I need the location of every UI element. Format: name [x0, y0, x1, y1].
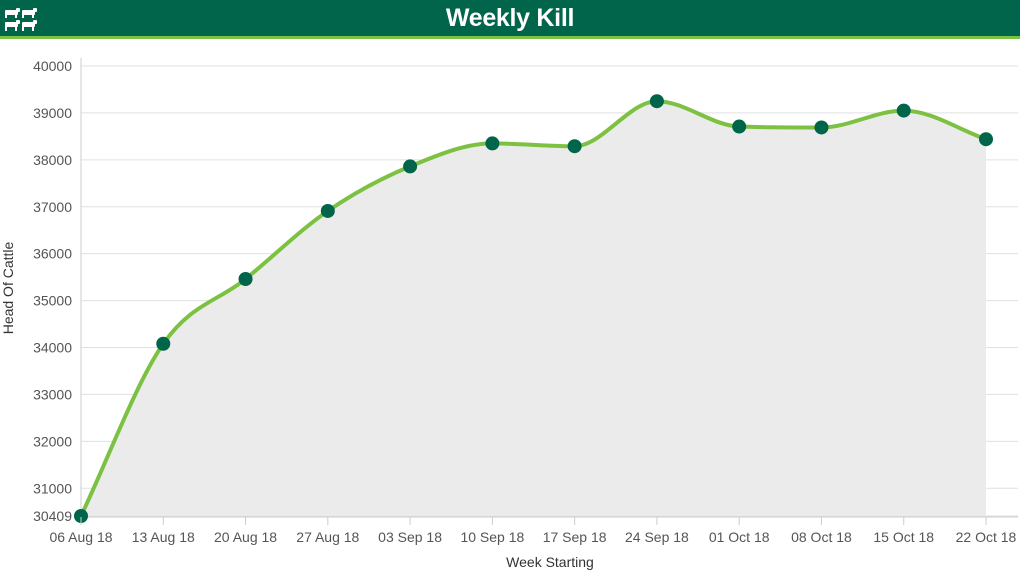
data-point-20-aug-18[interactable] — [238, 272, 253, 287]
x-tick-label: 17 Sep 18 — [543, 529, 607, 545]
y-tick-label: 30409 — [33, 508, 72, 524]
y-tick-label: 38000 — [33, 152, 72, 168]
x-tick-label: 01 Oct 18 — [709, 529, 770, 545]
data-point-27-aug-18[interactable] — [320, 203, 335, 218]
page-header: Weekly Kill — [0, 0, 1020, 39]
x-axis-title: Week Starting — [506, 554, 594, 570]
y-tick-label: 32000 — [33, 433, 72, 449]
y-tick-label: 35000 — [33, 293, 72, 309]
data-point-01-oct-18[interactable] — [732, 119, 747, 134]
data-point-17-sep-18[interactable] — [567, 139, 582, 154]
page-title: Weekly Kill — [445, 4, 575, 32]
data-point-03-sep-18[interactable] — [403, 159, 418, 174]
cattle-herd-icon — [5, 8, 37, 31]
data-point-24-sep-18[interactable] — [649, 94, 664, 109]
y-tick-label: 40000 — [33, 58, 72, 74]
x-tick-label: 08 Oct 18 — [791, 529, 852, 545]
data-point-10-sep-18[interactable] — [485, 136, 500, 151]
data-point-22-oct-18[interactable] — [979, 132, 993, 147]
x-tick-label: 24 Sep 18 — [625, 529, 689, 545]
x-tick-label: 15 Oct 18 — [873, 529, 934, 545]
x-tick-label: 10 Sep 18 — [460, 529, 524, 545]
x-tick-label: 20 Aug 18 — [214, 529, 277, 545]
data-point-15-oct-18[interactable] — [896, 103, 911, 118]
axes — [80, 58, 1018, 518]
y-tick-label: 36000 — [33, 246, 72, 262]
y-tick-label: 34000 — [33, 340, 72, 356]
data-point-13-aug-18[interactable] — [156, 336, 171, 351]
area-fill — [81, 101, 986, 516]
y-tick-label: 33000 — [33, 386, 72, 402]
x-tick-label: 13 Aug 18 — [132, 529, 195, 545]
y-tick-label: 39000 — [33, 105, 72, 121]
data-point-08-oct-18[interactable] — [814, 120, 829, 135]
x-tick-label: 06 Aug 18 — [49, 529, 112, 545]
data-markers — [74, 94, 993, 523]
y-axis-ticks: 30409 31000 32000 33000 34000 35000 36000 37000… — [33, 58, 72, 524]
y-tick-label: 31000 — [33, 480, 72, 496]
x-axis-ticks: 06 Aug 18 13 Aug 18 20 Aug 18 27 Aug 18 03 S… — [49, 517, 1017, 545]
x-tick-label: 22 Oct 18 — [956, 529, 1017, 545]
x-tick-label: 27 Aug 18 — [296, 529, 359, 545]
y-tick-label: 37000 — [33, 199, 72, 215]
y-axis-title: Head Of Cattle — [0, 241, 16, 334]
x-tick-label: 03 Sep 18 — [378, 529, 442, 545]
